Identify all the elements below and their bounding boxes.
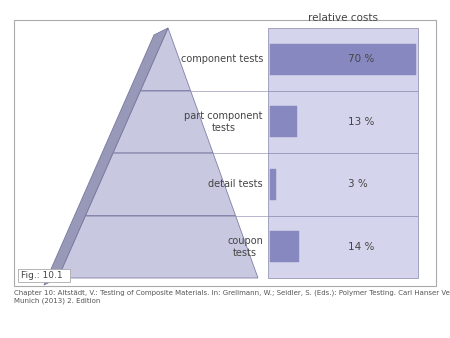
Polygon shape (58, 216, 258, 278)
Text: Munich (2013) 2. Edition: Munich (2013) 2. Edition (14, 297, 100, 304)
Text: relative costs: relative costs (308, 13, 378, 23)
Bar (270, 106, 297, 137)
Bar (270, 169, 276, 200)
Text: Chapter 10: Altstädt, V.: Testing of Composite Materials. In: Grellmann, W.; Sei: Chapter 10: Altstädt, V.: Testing of Com… (14, 290, 450, 296)
Text: 14 %: 14 % (348, 242, 375, 252)
Bar (14, 20, 436, 286)
Polygon shape (44, 28, 168, 285)
Polygon shape (113, 91, 213, 153)
Text: 70 %: 70 % (348, 54, 374, 64)
Polygon shape (140, 28, 190, 91)
Polygon shape (86, 153, 235, 216)
Bar (268, 28, 418, 278)
Text: 3 %: 3 % (348, 179, 368, 189)
Text: coupon
tests: coupon tests (227, 236, 263, 258)
Text: component tests: component tests (180, 54, 263, 64)
Text: detail tests: detail tests (208, 179, 263, 189)
Bar (18, 269, 70, 282)
Text: 13 %: 13 % (348, 117, 375, 127)
Text: part component
tests: part component tests (184, 111, 263, 132)
Bar (270, 231, 299, 262)
Text: Fig.: 10.1: Fig.: 10.1 (21, 271, 63, 280)
Bar (270, 44, 416, 75)
